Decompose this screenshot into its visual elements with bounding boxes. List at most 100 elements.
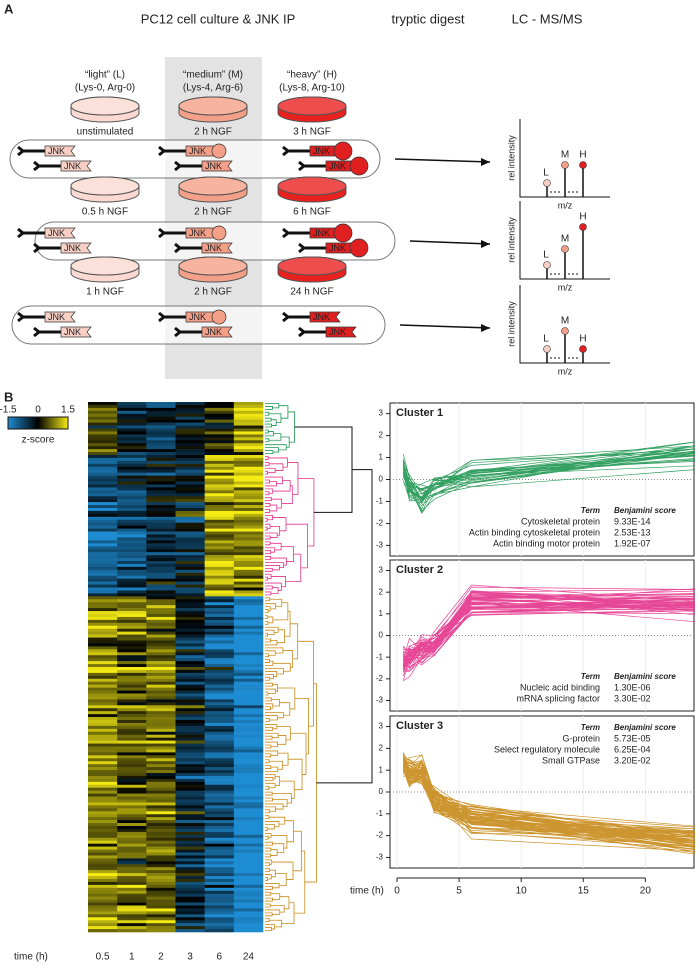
heat-cell [204,873,235,877]
heat-cell [204,737,235,741]
heat-cell [233,593,264,597]
heat-cell [88,572,118,577]
heat-cell [88,637,118,641]
heat-cell [146,672,176,677]
heat-cell [233,690,264,694]
heat-cell [175,460,205,465]
heat-cell [233,890,264,895]
heat-cell [146,731,176,736]
heat-cell [146,846,176,850]
y-tick-label: 1 [379,453,384,462]
heat-cell [146,434,176,438]
heat-cell [146,619,176,624]
heat-cell [117,484,147,488]
dendrogram-branch [265,691,269,696]
heat-cell [88,640,118,644]
heat-cell [146,899,176,903]
dendrogram-branch [265,582,282,591]
heat-cell [233,534,264,538]
heat-cell [233,496,264,500]
heat-cell [175,531,205,535]
heat-cell [117,646,147,650]
heat-cell [117,425,147,429]
heat-cell [204,505,235,509]
heat-cell [117,602,147,606]
heat-cell [146,578,176,582]
heat-cell [175,649,205,653]
heat-cell [233,843,264,847]
heat-cell [117,746,147,750]
heat-cell [175,781,205,786]
heat-cell [175,896,205,900]
heat-cell [146,566,176,571]
heat-cell [204,837,235,842]
heat-cell [146,843,176,847]
jnk-label: JNK [329,243,346,253]
heat-cell [175,879,205,883]
heat-cell [117,764,147,768]
heat-cell [175,419,205,423]
heat-cell [175,549,205,553]
heat-cell [175,764,205,768]
heat-cell [233,876,264,880]
heat-cell [204,455,235,459]
y-tick-label: 2 [379,431,384,440]
heat-cell [204,519,235,524]
dendrogram-branch [265,785,270,790]
heat-cell [117,849,147,853]
heat-cell [175,402,205,406]
heatmap-column: 24 [243,952,255,963]
heat-cell [204,531,235,535]
dendrogram-branch [265,827,268,831]
dendrogram-branch [265,718,271,722]
heat-cell [233,831,264,836]
heat-cell [233,549,264,553]
heat-cell [146,463,176,468]
peak-label: H [579,334,586,345]
y-tick-label: 1 [379,609,384,618]
heat-cell [146,796,176,800]
heat-cell [88,599,118,603]
heat-cell [233,705,264,709]
heat-cell [233,614,264,618]
heat-cell [204,616,235,621]
heat-cell [146,513,176,518]
heat-cell [233,746,264,750]
heat-cell [233,481,264,485]
heat-cell [233,664,264,668]
heat-cell [233,926,264,930]
heat-cell [88,828,118,833]
antibody [158,227,186,239]
jnk-label: JNK [189,312,206,322]
heat-cell [204,773,235,777]
dendrogram-branch [269,598,283,607]
heat-cell [175,811,205,815]
heat-cell [117,416,147,420]
heat-cell [204,693,235,697]
heat-cell [175,596,205,600]
heat-cell [175,637,205,641]
heat-cell [204,584,235,588]
heat-cell [175,799,205,803]
heat-cell [117,811,147,815]
heat-cell [117,652,147,656]
heat-cell [175,572,205,577]
heat-cell [233,452,264,456]
heat-cell [175,867,205,871]
heat-cell [146,640,176,644]
heat-cell [146,834,176,839]
heat-cell [204,402,235,406]
heat-cell [88,699,118,703]
heat-cell [117,693,147,697]
dendrogram-branch [265,417,272,422]
heat-cell [233,437,264,441]
heat-cell [175,926,205,930]
heat-cell [204,590,235,594]
score: 6.25E-04 [614,744,651,754]
scale-title: z-score [22,435,55,446]
heat-cell [88,890,118,895]
heat-cell [88,457,118,462]
heat-cell [88,611,118,615]
heat-cell [175,667,205,671]
heat-cell [88,752,118,756]
